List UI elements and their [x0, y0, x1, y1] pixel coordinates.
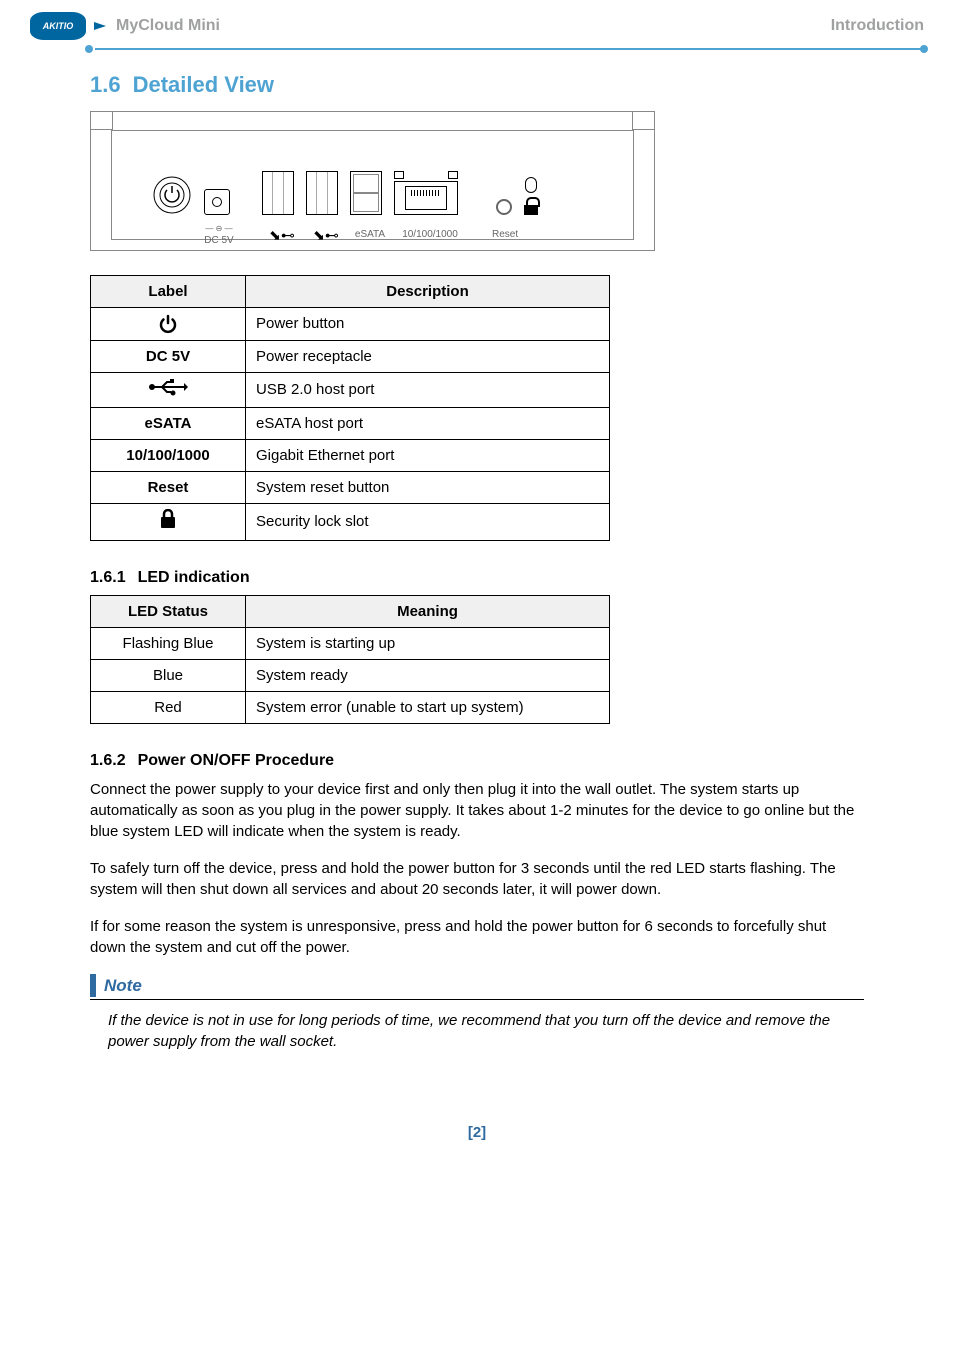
desc-cell: eSATA host port [246, 407, 610, 439]
desc-cell: USB 2.0 host port [246, 372, 610, 407]
page-content: 1.6 Detailed View [0, 50, 954, 1092]
table-row: Power button [91, 307, 610, 340]
status-cell: Flashing Blue [91, 628, 246, 660]
page-header: AKITIO MyCloud Mini Introduction [0, 0, 954, 48]
header-divider [95, 48, 924, 50]
table-row: USB 2.0 host port [91, 372, 610, 407]
ports-table: Label Description Power button DC 5V Pow… [90, 275, 610, 541]
ethernet-port-icon [394, 171, 458, 215]
reset-hole-icon [525, 177, 537, 193]
logo-arrow-icon [94, 22, 106, 30]
lock-slot-icon [524, 197, 538, 215]
table-row: Red System error (unable to start up sys… [91, 692, 610, 724]
note-body: If the device is not in use for long per… [90, 1010, 864, 1052]
meaning-cell: System ready [246, 660, 610, 692]
heading-text: Power ON/OFF Procedure [138, 752, 334, 769]
label-ethernet: 10/100/1000 [91, 439, 246, 471]
col-header-meaning: Meaning [246, 596, 610, 628]
table-row: eSATA eSATA host port [91, 407, 610, 439]
col-header-status: LED Status [91, 596, 246, 628]
desc-cell: Power button [246, 307, 610, 340]
product-name: MyCloud Mini [116, 15, 220, 37]
heading-number: 1.6 [90, 72, 121, 97]
dc-jack-icon [204, 189, 230, 215]
label-lock-icon [91, 503, 246, 540]
heading-power-procedure: 1.6.2 Power ON/OFF Procedure [90, 750, 864, 772]
table-row: Blue System ready [91, 660, 610, 692]
heading-number: 1.6.1 [90, 569, 126, 586]
diagram-label-usb-2: ⬊⊷ [310, 226, 342, 246]
table-row: 10/100/1000 Gigabit Ethernet port [91, 439, 610, 471]
col-header-description: Description [246, 275, 610, 307]
desc-cell: Power receptacle [246, 340, 610, 372]
table-header-row: LED Status Meaning [91, 596, 610, 628]
desc-cell: Gigabit Ethernet port [246, 439, 610, 471]
diagram-label-reset: Reset [492, 228, 518, 242]
status-led-icon [496, 199, 512, 215]
status-cell: Red [91, 692, 246, 724]
col-header-label: Label [91, 275, 246, 307]
diagram-label-ethernet: 10/100/1000 [398, 228, 462, 242]
power-para-1: Connect the power supply to your device … [90, 779, 864, 842]
table-row: DC 5V Power receptacle [91, 340, 610, 372]
label-power-icon [91, 307, 246, 340]
diagram-label-dc: — ⊖ — DC 5V [204, 223, 234, 248]
diagram-label-usb-1: ⬊⊷ [266, 226, 298, 246]
label-esata: eSATA [91, 407, 246, 439]
heading-detailed-view: 1.6 Detailed View [90, 70, 864, 101]
table-row: Security lock slot [91, 503, 610, 540]
note-divider [90, 999, 864, 1000]
page-number: [2] [0, 1092, 954, 1163]
usb-port-2-icon [306, 171, 338, 215]
power-button-icon [152, 175, 192, 215]
section-name: Introduction [831, 15, 924, 37]
esata-port-icon [350, 171, 382, 215]
label-usb-icon [91, 372, 246, 407]
power-para-2: To safely turn off the device, press and… [90, 858, 864, 900]
heading-number: 1.6.2 [90, 752, 126, 769]
power-para-3: If for some reason the system is unrespo… [90, 916, 864, 958]
table-header-row: Label Description [91, 275, 610, 307]
table-row: Reset System reset button [91, 471, 610, 503]
label-dc5v: DC 5V [91, 340, 246, 372]
led-table: LED Status Meaning Flashing Blue System … [90, 595, 610, 724]
usb-port-1-icon [262, 171, 294, 215]
table-row: Flashing Blue System is starting up [91, 628, 610, 660]
meaning-cell: System error (unable to start up system) [246, 692, 610, 724]
note-heading: Note [90, 974, 864, 998]
heading-led-indication: 1.6.1 LED indication [90, 567, 864, 589]
device-diagram: — ⊖ — DC 5V ⬊⊷ ⬊⊷ eSATA 10/100/1000 Rese… [90, 111, 655, 251]
desc-cell: Security lock slot [246, 503, 610, 540]
label-reset: Reset [91, 471, 246, 503]
brand-logo: AKITIO [30, 12, 86, 40]
heading-text: Detailed View [133, 72, 274, 97]
heading-text: LED indication [138, 569, 250, 586]
desc-cell: System reset button [246, 471, 610, 503]
diagram-label-esata: eSATA [354, 228, 386, 242]
status-cell: Blue [91, 660, 246, 692]
meaning-cell: System is starting up [246, 628, 610, 660]
